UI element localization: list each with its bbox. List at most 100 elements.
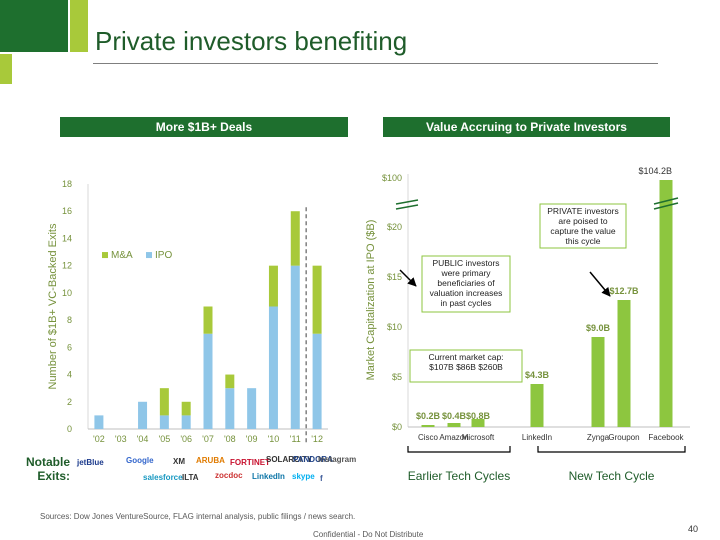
axis-break-mark (395, 204, 419, 210)
corner-square-dark (0, 0, 68, 52)
annotation-text: PRIVATE investors (547, 206, 618, 216)
annotation-box (421, 255, 511, 313)
x-tick-label: LinkedIn (522, 433, 552, 442)
bar-ma (290, 211, 300, 266)
x-tick-label: '04 (137, 434, 149, 444)
bar-ipo (312, 333, 322, 429)
corner-square-light-bottom (0, 54, 12, 84)
bar-market-cap (659, 180, 673, 427)
y-tick-label: 10 (62, 288, 72, 298)
annotation-box (539, 203, 627, 249)
logo-solarcity: SOLARCITY (266, 455, 313, 464)
x-tick-label: '05 (158, 434, 170, 444)
x-tick-label: Facebook (648, 433, 684, 442)
arrow-private (589, 271, 611, 297)
bar-ipo (138, 401, 148, 429)
y-tick-label: 18 (62, 179, 72, 189)
logo-fortinet: FORTINET (230, 458, 270, 467)
bar-ipo (203, 333, 213, 429)
annotation-text: capture the value (550, 226, 615, 236)
annotation-text: $107B $86B $260B (429, 362, 503, 372)
bar-ipo (181, 415, 191, 429)
group-bracket (407, 446, 511, 453)
annotation-text: PUBLIC investors (432, 258, 499, 268)
bar-ma (312, 265, 322, 334)
logo-ilta: ILTA (182, 473, 199, 482)
bar-ma (181, 401, 191, 416)
annotation-text: were primary (440, 268, 491, 278)
y-tick-label: 12 (62, 261, 72, 271)
bar-ipo (225, 388, 235, 429)
logo-skype: skype (292, 472, 315, 481)
x-tick-label: '12 (311, 434, 323, 444)
left-section-header: More $1B+ Deals (60, 117, 348, 137)
group-label: New Tech Cycle (569, 469, 655, 483)
bar-ipo (290, 265, 300, 429)
y-tick-label: $10 (387, 322, 402, 332)
notable-exits-label: Notable Exits: (25, 455, 70, 483)
x-tick-label: Amazon (439, 433, 468, 442)
axis-break-mark (395, 199, 419, 205)
bar-ipo (247, 388, 257, 429)
logo-instagram: Instagram (318, 455, 357, 464)
y-tick-label: 6 (67, 342, 72, 352)
y-tick-label: 16 (62, 206, 72, 216)
page-title: Private investors benefiting (95, 26, 408, 56)
x-tick-label: '06 (180, 434, 192, 444)
logo-salesforce: salesforce (143, 473, 183, 482)
y-tick-label: $0 (392, 422, 402, 432)
annotation-box (409, 349, 523, 383)
corner-square-light-top (70, 0, 88, 52)
bar-ma (268, 265, 278, 307)
bar-ipo (94, 415, 104, 429)
x-tick-label: '09 (246, 434, 258, 444)
annotation-text: Current market cap: (428, 352, 503, 362)
y-tick-label: 4 (67, 370, 72, 380)
legend-label-ma: M&A (111, 250, 133, 261)
title-divider (93, 63, 658, 64)
bar-market-cap (447, 423, 461, 427)
bar-market-cap (421, 425, 435, 427)
x-tick-label: '11 (290, 434, 301, 444)
group-label: Earlier Tech Cycles (408, 469, 510, 483)
logo-google: Google (126, 456, 154, 465)
logo-aruba: ARUBA (196, 456, 225, 465)
bar-market-cap (617, 300, 631, 427)
y-axis-label: Number of $1B+ VC-Backed Exits (47, 223, 59, 389)
logo-linkedin: LinkedIn (252, 472, 285, 481)
x-tick-label: Zynga (587, 433, 610, 442)
legend-swatch-ma (102, 252, 108, 259)
bar-ipo (159, 415, 169, 429)
x-tick-label: '02 (93, 434, 105, 444)
data-label: $0.8B (466, 411, 491, 421)
y-tick-label: $20 (387, 222, 402, 232)
bar-ma (159, 388, 169, 416)
data-label: $4.3B (525, 370, 550, 380)
data-label: $9.0B (586, 323, 611, 333)
annotation-text: valuation increases (430, 288, 503, 298)
x-tick-label: '03 (115, 434, 127, 444)
exits-bar-chart: 0 2 4 6 8 10 12 14 16 18 Number of $1B+ VC-Backed … (47, 179, 328, 445)
annotation-text: beneficiaries of (437, 278, 495, 288)
x-tick-label: '10 (268, 434, 280, 444)
arrow-public (399, 269, 417, 287)
x-tick-label: Cisco (418, 433, 439, 442)
y-tick-label: 0 (67, 424, 72, 434)
bar-ma (203, 306, 213, 334)
bar-ipo (268, 306, 278, 429)
y-tick-label: $5 (392, 372, 402, 382)
data-label: $12.7B (609, 286, 639, 296)
annotation-text: this cycle (566, 236, 601, 246)
sources-note: Sources: Dow Jones VentureSource, FLAG i… (40, 512, 356, 521)
legend-label-ipo: IPO (155, 250, 172, 261)
legend-swatch-ipo (146, 252, 152, 259)
bar-break-mark (653, 202, 679, 210)
annotation-text: are poised to (558, 216, 607, 226)
x-tick-label: '07 (202, 434, 214, 444)
bar-market-cap (471, 419, 485, 427)
y-axis-label: Market Capitalization at IPO ($B) (365, 220, 377, 381)
annotation-text: in past cycles (440, 298, 491, 308)
confidential-note: Confidential - Do Not Distribute (313, 530, 424, 539)
bar-market-cap (530, 384, 544, 427)
x-tick-label: '08 (224, 434, 236, 444)
